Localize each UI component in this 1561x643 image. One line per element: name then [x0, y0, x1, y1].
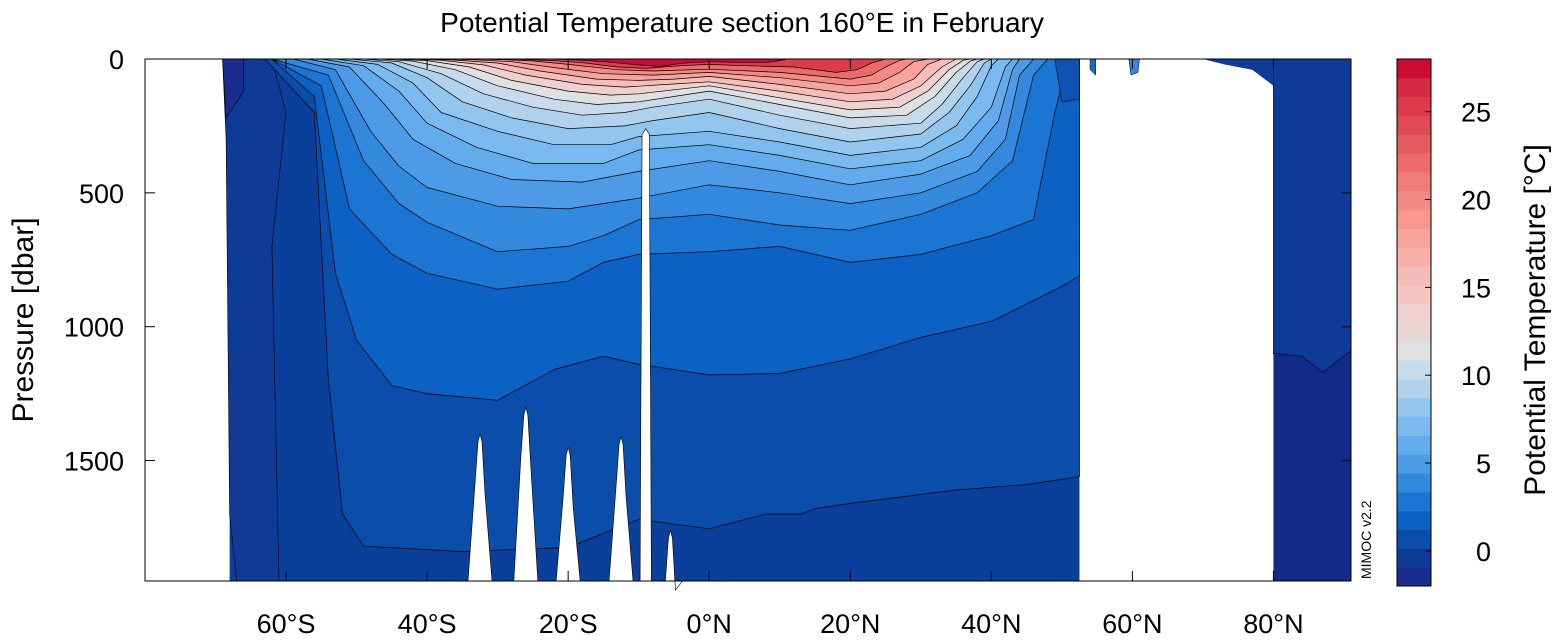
colorbar-tick-label: 0 [1476, 537, 1491, 567]
x-tick-label: 20°N [820, 609, 880, 639]
plot-area [144, 58, 1352, 591]
colorbar-axis: 0 5 10 15 20 25 [1425, 98, 1491, 567]
colorbar-swatch [1397, 115, 1431, 135]
x-tick-label: 80°N [1243, 609, 1303, 639]
colorbar-swatch [1397, 341, 1431, 361]
band-northern-upper [1273, 58, 1352, 373]
colorbar-swatch [1397, 190, 1431, 211]
data-gap-spike [467, 433, 493, 582]
data-gaps [467, 128, 684, 591]
y-axis: 0 500 1000 1500 [64, 45, 1351, 477]
colorbar-tick-label: 20 [1461, 186, 1491, 216]
colorbar-swatch [1397, 322, 1431, 342]
band-northern-shelf-water [1202, 59, 1274, 86]
x-tick-label: 40°N [961, 609, 1021, 639]
colorbar-swatch [1397, 96, 1431, 116]
colorbar-swatch [1397, 473, 1431, 493]
colorbar-swatch [1397, 77, 1431, 98]
x-tick-label: 60°S [257, 609, 316, 639]
y-tick-label: 500 [79, 179, 124, 209]
colorbar-swatch [1397, 284, 1431, 305]
colorbar-swatch [1397, 567, 1431, 587]
colorbar [1396, 58, 1432, 587]
y-tick-label: 1500 [64, 447, 124, 477]
colorbar-label: Potential Temperature [°C] [1519, 144, 1552, 496]
data-gap-needle [639, 128, 652, 582]
colorbar-swatch [1397, 378, 1431, 399]
y-axis-label: Pressure [dbar] [7, 217, 40, 422]
colorbar-swatch [1397, 266, 1431, 286]
colorbar-swatch [1397, 360, 1431, 380]
colorbar-tick-label: 5 [1476, 449, 1491, 479]
colorbar-tick-label: 10 [1461, 361, 1491, 391]
colorbar-swatch [1397, 171, 1431, 192]
colorbar-swatch [1397, 247, 1431, 267]
data-gap-spike [555, 447, 581, 582]
data-gap-spike [513, 406, 539, 582]
mimoc-annotation: MIMOC v2.2 [1358, 500, 1374, 579]
colorbar-swatch [1397, 153, 1431, 173]
data-gap-spike [608, 436, 634, 582]
colorbar-swatch [1397, 416, 1431, 436]
colorbar-tick-label: 15 [1461, 273, 1491, 303]
x-tick-label: 40°S [398, 609, 457, 639]
colorbar-swatch [1397, 491, 1431, 512]
y-tick-label: 0 [109, 45, 124, 75]
colorbar-swatch [1397, 548, 1431, 568]
colorbar-swatch [1397, 59, 1431, 79]
colorbar-swatch [1397, 134, 1431, 154]
colorbar-swatch [1397, 510, 1431, 531]
band-isolated-patch [1128, 58, 1140, 76]
chart-title: Potential Temperature section 160°E in F… [440, 7, 1044, 38]
data-gap-spike [658, 530, 684, 591]
x-tick-label: 20°S [539, 609, 598, 639]
temperature-bands [222, 58, 1352, 582]
colorbar-swatch [1397, 397, 1431, 418]
colorbar-swatch [1397, 529, 1431, 549]
colorbar-frame [1396, 58, 1432, 587]
y-tick-label: 1000 [64, 313, 124, 343]
colorbar-tick-label: 25 [1461, 98, 1491, 128]
colorbar-swatch [1397, 303, 1431, 323]
colorbar-swatch [1397, 228, 1431, 248]
colorbar-swatch [1397, 454, 1431, 474]
colorbar-swatch [1397, 209, 1431, 229]
x-axis: 60°S 40°S 20°S 0°N 20°N 40°N 60°N 80°N [257, 59, 1304, 639]
x-tick-label: 0°N [687, 609, 732, 639]
plot-frame [144, 58, 1352, 582]
x-tick-label: 60°N [1102, 609, 1162, 639]
colorbar-swatch [1397, 435, 1431, 455]
